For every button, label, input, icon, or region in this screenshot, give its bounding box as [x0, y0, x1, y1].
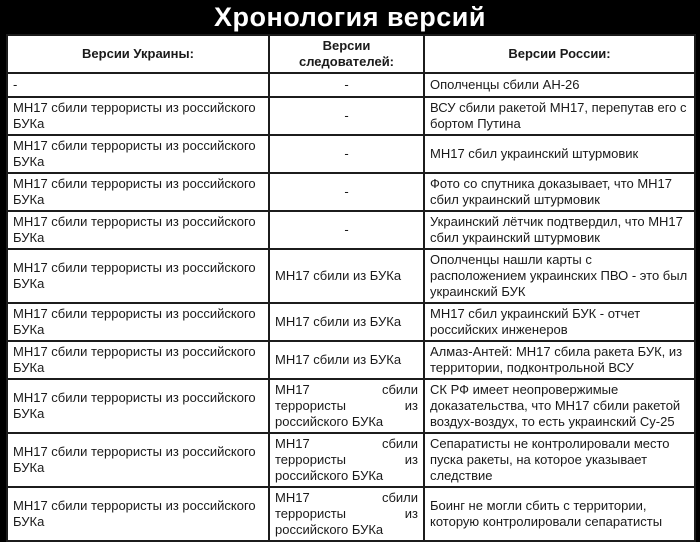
cell-ukraine-version: МН17 сбили террористы из российского БУК…	[6, 134, 270, 174]
cell-investigators-version: -	[268, 96, 425, 136]
table-body: - - Ополченцы сбили АН-26 МН17 сбили террор…	[6, 72, 696, 542]
cell-russia-version: Фото со спутника доказывает, что МН17 сб…	[423, 172, 696, 212]
cell-ukraine-version: МН17 сбили террористы из российского БУК…	[6, 172, 270, 212]
cell-investigators-version: МН17 сбили террористы из российского БУК…	[268, 432, 425, 488]
cell-ukraine-version: МН17 сбили террористы из российского БУК…	[6, 96, 270, 136]
cell-russia-version: СК РФ имеет неопровержимые доказательств…	[423, 378, 696, 434]
versions-table: Версии Украины: Версии следователей: Вер…	[6, 34, 696, 542]
cell-ukraine-version: МН17 сбили террористы из российского БУК…	[6, 210, 270, 250]
table-row: МН17 сбили террористы из российского БУК…	[6, 210, 696, 250]
cell-investigators-version: -	[268, 210, 425, 250]
cell-russia-version: Украинский лётчик подтвердил, что МН17 с…	[423, 210, 696, 250]
table-row: МН17 сбили террористы из российского БУК…	[6, 340, 696, 380]
cell-ukraine-version: МН17 сбили террористы из российского БУК…	[6, 378, 270, 434]
cell-ukraine-version: МН17 сбили террористы из российского БУК…	[6, 248, 270, 304]
table-row: МН17 сбили террористы из российского БУК…	[6, 172, 696, 212]
cell-russia-version: МН17 сбил украинский БУК - отчет российс…	[423, 302, 696, 342]
cell-investigators-version: МН17 сбили террористы из российского БУК…	[268, 486, 425, 542]
cell-russia-version: Сепаратисты не контролировали место пуск…	[423, 432, 696, 488]
column-header-russia: Версии России:	[423, 34, 696, 74]
table-row: МН17 сбили террористы из российского БУК…	[6, 96, 696, 136]
cell-russia-version: МН17 сбил украинский штурмовик	[423, 134, 696, 174]
cell-investigators-version: -	[268, 72, 425, 98]
cell-ukraine-version: МН17 сбили террористы из российского БУК…	[6, 302, 270, 342]
table-row: - - Ополченцы сбили АН-26	[6, 72, 696, 98]
column-header-investigators: Версии следователей:	[268, 34, 425, 74]
cell-investigators-version: МН17 сбили из БУКа	[268, 340, 425, 380]
table-header-row: Версии Украины: Версии следователей: Вер…	[6, 34, 696, 74]
table-row: МН17 сбили террористы из российского БУК…	[6, 248, 696, 304]
table-row: МН17 сбили террористы из российского БУК…	[6, 134, 696, 174]
cell-russia-version: Ополченцы нашли карты с расположением ук…	[423, 248, 696, 304]
cell-russia-version: Ополченцы сбили АН-26	[423, 72, 696, 98]
table-row: МН17 сбили террористы из российского БУК…	[6, 486, 696, 542]
cell-investigators-version: МН17 сбили из БУКа	[268, 302, 425, 342]
cell-ukraine-version: МН17 сбили террористы из российского БУК…	[6, 340, 270, 380]
table-row: МН17 сбили террористы из российского БУК…	[6, 302, 696, 342]
table-row: МН17 сбили террористы из российского БУК…	[6, 378, 696, 434]
cell-ukraine-version: -	[6, 72, 270, 98]
cell-investigators-version: -	[268, 172, 425, 212]
cell-russia-version: ВСУ сбили ракетой МН17, перепутав его с …	[423, 96, 696, 136]
cell-ukraine-version: МН17 сбили террористы из российского БУК…	[6, 486, 270, 542]
page-title: Хронология версий	[214, 2, 486, 32]
column-header-ukraine: Версии Украины:	[6, 34, 270, 74]
cell-investigators-version: МН17 сбили террористы из российского БУК…	[268, 378, 425, 434]
cell-russia-version: Боинг не могли сбить с территории, котор…	[423, 486, 696, 542]
cell-investigators-version: МН17 сбили из БУКа	[268, 248, 425, 304]
cell-russia-version: Алмаз-Антей: МН17 сбила ракета БУК, из т…	[423, 340, 696, 380]
cell-ukraine-version: МН17 сбили террористы из российского БУК…	[6, 432, 270, 488]
table-row: МН17 сбили террористы из российского БУК…	[6, 432, 696, 488]
cell-investigators-version: -	[268, 134, 425, 174]
